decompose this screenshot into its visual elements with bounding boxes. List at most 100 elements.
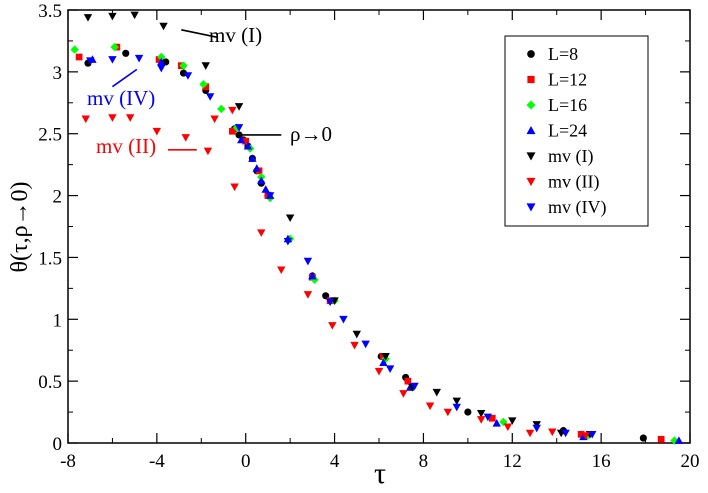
data-point xyxy=(488,414,496,422)
data-point xyxy=(81,115,90,124)
legend-item: L=8 xyxy=(527,44,578,64)
legend-item: mv (II) xyxy=(526,172,599,193)
data-point xyxy=(350,341,359,350)
data-point xyxy=(577,430,585,438)
data-point xyxy=(492,419,501,427)
data-point xyxy=(588,430,597,439)
x-tick-label: 16 xyxy=(592,451,611,472)
y-axis-label: θ(τ,ρ→0) xyxy=(7,181,33,272)
data-point xyxy=(217,104,226,114)
data-point xyxy=(476,409,486,418)
legend-item: L=24 xyxy=(526,121,587,141)
legend-item: L=16 xyxy=(526,95,587,115)
data-point xyxy=(464,408,472,416)
y-tick-label: 1 xyxy=(53,310,63,331)
data-point xyxy=(75,53,83,61)
annotation-line xyxy=(181,29,217,39)
legend-item: mv (I) xyxy=(526,146,593,167)
annotations: mv (I) mv (IV) mv (II) ρ→0 xyxy=(87,23,332,158)
annotation-label: mv (IV) xyxy=(87,86,155,110)
x-tick-label: -4 xyxy=(149,451,165,472)
data-point xyxy=(130,11,139,20)
data-point xyxy=(228,106,237,115)
data-point xyxy=(532,424,541,433)
data-point xyxy=(385,365,395,373)
annotation-label: mv (II) xyxy=(96,134,156,158)
data-point xyxy=(252,164,262,172)
x-axis-ticks: -8 -4 0 4 8 12 16 20 xyxy=(60,10,700,472)
data-point xyxy=(303,291,313,299)
legend-marker xyxy=(526,126,536,135)
legend-label: mv (IV) xyxy=(548,197,606,218)
y-tick-label: 0 xyxy=(53,434,63,455)
x-tick-label: 4 xyxy=(330,451,340,472)
legend-marker xyxy=(526,152,536,161)
y-tick-label: 0.5 xyxy=(38,372,62,393)
data-point xyxy=(374,367,384,376)
legend-marker xyxy=(526,100,536,110)
data-point xyxy=(283,237,293,246)
data-point xyxy=(476,416,486,424)
data-point xyxy=(155,56,163,63)
data-point xyxy=(70,45,79,54)
data-point xyxy=(108,56,117,64)
x-axis-label: τ xyxy=(374,457,386,490)
data-point xyxy=(242,137,250,145)
legend-item: mv (IV) xyxy=(526,197,606,218)
legend-marker xyxy=(527,75,535,84)
legend: L=8 L=12 L=16 L=24 mv (I) mv (II) mv (IV) xyxy=(504,35,649,227)
data-point xyxy=(399,390,408,398)
data-point xyxy=(525,429,535,438)
annotation-label: ρ→0 xyxy=(290,122,332,146)
data-point xyxy=(237,135,246,144)
data-point xyxy=(83,14,93,22)
legend-label: L=8 xyxy=(548,44,578,64)
legend-items: L=8 L=12 L=16 L=24 mv (I) mv (II) mv (IV) xyxy=(526,44,606,218)
data-point xyxy=(205,93,215,101)
data-point xyxy=(670,436,679,445)
data-point xyxy=(425,402,435,411)
data-point xyxy=(203,147,213,156)
data-point xyxy=(152,127,162,136)
data-point xyxy=(432,388,441,397)
y-tick-label: 2 xyxy=(53,187,63,208)
data-point xyxy=(86,57,95,65)
data-point xyxy=(122,49,130,57)
data-point xyxy=(548,428,557,437)
data-point xyxy=(181,134,190,142)
y-tick-label: 1.5 xyxy=(38,248,62,269)
x-tick-label: 8 xyxy=(419,451,429,472)
data-point xyxy=(157,57,166,66)
data-point xyxy=(379,358,388,366)
data-point xyxy=(110,42,119,52)
series-5 xyxy=(81,106,590,440)
data-point xyxy=(503,423,513,432)
data-point xyxy=(339,315,348,324)
data-point xyxy=(410,382,419,391)
data-point xyxy=(443,408,453,417)
data-point xyxy=(230,183,239,192)
data-point xyxy=(452,397,461,406)
legend-marker xyxy=(526,203,536,212)
data-point xyxy=(248,154,257,162)
x-tick-label: -8 xyxy=(60,451,76,472)
data-point xyxy=(657,435,665,443)
annotation-line xyxy=(111,68,138,88)
legend-label: L=12 xyxy=(548,70,587,90)
data-point xyxy=(134,54,144,63)
data-point xyxy=(285,214,295,223)
y-tick-label: 3.5 xyxy=(38,1,62,22)
data-point xyxy=(561,429,570,438)
data-point xyxy=(257,176,266,185)
data-point xyxy=(183,72,193,80)
x-tick-label: 12 xyxy=(503,451,522,472)
data-point xyxy=(210,115,219,124)
data-point xyxy=(381,353,390,361)
data-point xyxy=(325,298,335,307)
data-point xyxy=(328,322,337,330)
data-point xyxy=(581,432,590,440)
data-point xyxy=(234,124,244,132)
data-point xyxy=(361,340,370,349)
data-point xyxy=(157,52,166,62)
data-point xyxy=(257,229,266,237)
